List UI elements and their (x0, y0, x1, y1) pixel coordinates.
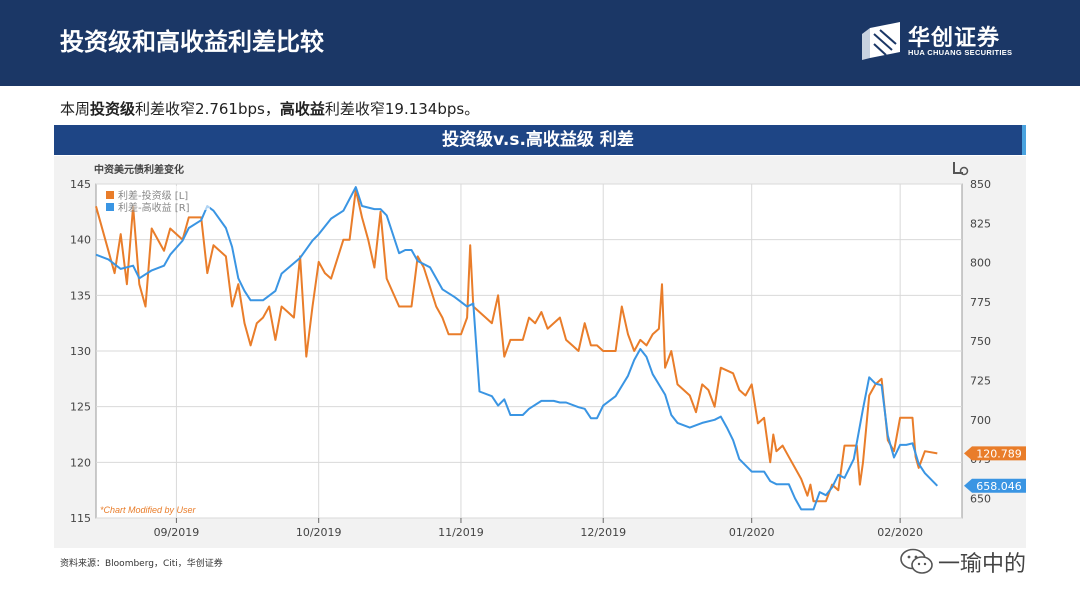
x-tick-label: 12/2019 (580, 526, 626, 539)
wechat-icon (900, 548, 933, 574)
logo-text-cn: 华创证券 (908, 26, 1001, 51)
series-line-ig (95, 188, 938, 503)
legend-box (102, 186, 210, 210)
end-label-ig: 120.789 (976, 447, 1022, 460)
legend-swatch-ig (106, 191, 114, 199)
legend-swatch-hy (106, 203, 114, 211)
y-left-tick-label: 115 (70, 512, 91, 525)
y-right-tick-label: 750 (970, 335, 991, 348)
y-left-tick-label: 135 (70, 289, 91, 302)
y-left-tick-label: 145 (70, 178, 91, 191)
watermark: 一瑜中的 (900, 544, 1050, 580)
y-right-tick-label: 825 (970, 217, 991, 230)
settings-icon[interactable] (953, 162, 969, 176)
x-tick-label: 10/2019 (296, 526, 342, 539)
summary-hy-text: 利差收窄19.134bps。 (324, 100, 480, 118)
page-title: 投资级和高收益利差比较 (60, 28, 324, 56)
legend-label-hy: 利差-高收益 [R] (118, 201, 190, 214)
y-right-tick-label: 775 (970, 296, 991, 309)
summary-ig-text: 利差收窄2.761bps， (135, 100, 280, 118)
end-label-hy: 658.046 (976, 480, 1022, 493)
x-tick-label: 01/2020 (729, 526, 775, 539)
y-right-tick-label: 850 (970, 178, 991, 191)
x-tick-label: 09/2019 (154, 526, 200, 539)
chart-title: 中资美元债利差变化 (94, 163, 184, 176)
x-tick-label: 02/2020 (877, 526, 923, 539)
y-left-tick-label: 120 (70, 456, 91, 469)
chart-footnote: *Chart Modified by User (100, 505, 197, 515)
y-left-tick-label: 125 (70, 401, 91, 414)
chart-banner: 投资级v.s.高收益级 利差 (54, 125, 1026, 155)
summary-hy-label: 高收益 (279, 100, 325, 118)
watermark-text: 一瑜中的 (938, 552, 1027, 577)
header-bar: 投资级和高收益利差比较 华创证券 HUA CHUANG SECURITIES (0, 0, 1080, 86)
y-right-tick-label: 700 (970, 414, 991, 427)
logo-mark-icon (862, 22, 900, 60)
summary-prefix: 本周 (60, 100, 91, 118)
legend-label-ig: 利差-投资级 [L] (118, 189, 188, 202)
x-tick-label: 11/2019 (438, 526, 484, 539)
summary-text: 本周投资级利差收窄2.761bps，高收益利差收窄19.134bps。 (60, 98, 479, 119)
end-tag-ig (964, 446, 1026, 461)
series-line-hy (95, 186, 939, 511)
spread-chart: 1151201251301351401456506757007257507758… (54, 156, 1026, 548)
y-right-tick-label: 650 (970, 492, 991, 505)
summary-ig-label: 投资级 (90, 100, 136, 118)
y-right-tick-label: 725 (970, 374, 991, 387)
end-tag-hy (964, 478, 1026, 493)
y-left-tick-label: 140 (70, 234, 91, 247)
chart-panel: 1151201251301351401456506757007257507758… (54, 156, 1026, 548)
logo-text-en: HUA CHUANG SECURITIES (908, 48, 1013, 57)
y-right-tick-label: 800 (970, 257, 991, 270)
source-note: 资料来源：Bloomberg，Citi，华创证券 (60, 559, 223, 569)
company-logo: 华创证券 HUA CHUANG SECURITIES (862, 20, 1022, 64)
y-left-tick-label: 130 (70, 345, 91, 358)
